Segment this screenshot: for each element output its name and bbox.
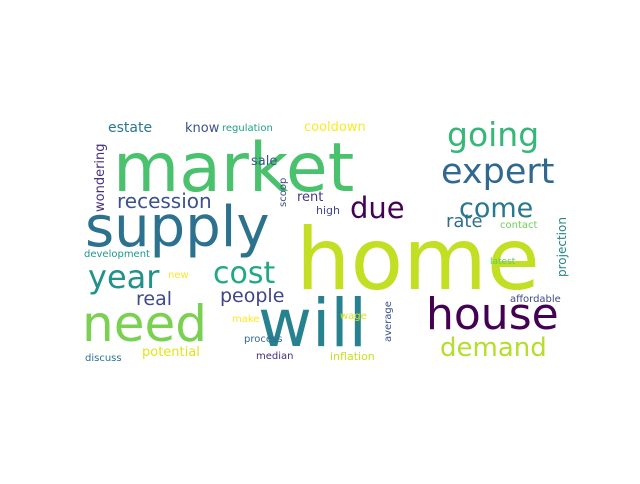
word-affordable: affordable — [510, 294, 561, 305]
word-people: people — [220, 285, 284, 307]
word-home: home — [296, 210, 540, 310]
word-discuss: discuss — [85, 353, 122, 364]
word-latest: latest — [490, 257, 516, 267]
word-potential: potential — [142, 345, 200, 360]
word-market: market — [113, 129, 354, 208]
word-come: come — [459, 193, 533, 224]
word-know: know — [185, 121, 220, 136]
word-new: new — [168, 270, 189, 281]
word-rate: rate — [446, 211, 483, 232]
word-will: will — [258, 285, 367, 362]
word-inflation: inflation — [330, 350, 375, 363]
word-house: house — [426, 289, 559, 340]
word-make: make — [232, 314, 259, 325]
word-going: going — [447, 115, 539, 154]
word-development: development — [84, 249, 150, 260]
word-cost: cost — [213, 256, 275, 291]
word-expert: expert — [441, 152, 555, 192]
word-wage: wage — [340, 311, 367, 322]
word-median: median — [256, 351, 294, 362]
word-recession: recession — [117, 189, 212, 213]
word-projection: projection — [555, 217, 569, 277]
word-average: average — [383, 301, 394, 342]
word-due: due — [350, 191, 405, 225]
word-process: process — [244, 334, 282, 345]
word-year: year — [88, 258, 160, 296]
word-sale: sale — [251, 154, 277, 169]
word-rent: rent — [297, 190, 323, 205]
word-estate: estate — [108, 120, 152, 136]
word-scoop: scoop — [278, 178, 289, 207]
word-demand: demand — [440, 333, 547, 363]
word-high: high — [316, 204, 340, 217]
word-contact: contact — [500, 220, 538, 231]
word-need: need — [82, 295, 207, 353]
word-cooldown: cooldown — [304, 120, 366, 135]
word-real: real — [136, 288, 172, 310]
word-regulation: regulation — [222, 123, 273, 134]
word-wondering: wondering — [93, 143, 108, 212]
word-supply: supply — [85, 195, 269, 260]
